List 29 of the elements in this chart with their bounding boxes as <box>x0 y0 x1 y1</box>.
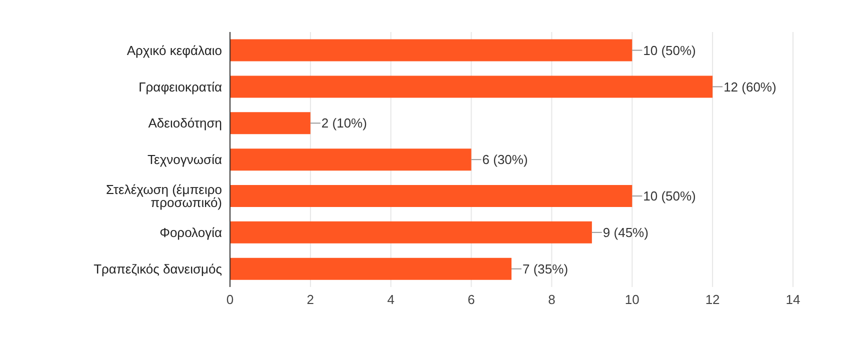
bar <box>230 112 310 134</box>
x-tick-label: 8 <box>548 292 556 308</box>
y-tick-label: Στελέχωση (έμπειρο προσωπικό) <box>106 182 222 210</box>
bar <box>230 185 632 207</box>
x-tick-label: 4 <box>387 292 394 308</box>
data-label: 10 (50%) <box>643 42 696 58</box>
x-tick-label: 12 <box>705 292 720 308</box>
y-tick-label: Αδειοδότηση <box>148 116 222 131</box>
bar <box>230 148 472 171</box>
y-tick-label: Τραπεζικός δανεισμός <box>94 261 222 276</box>
x-tick-label: 0 <box>226 292 234 308</box>
data-label: 6 (30%) <box>482 152 528 168</box>
data-label: 2 (10%) <box>321 116 367 131</box>
y-tick-label: Αρχικό κεφάλαιο <box>126 42 222 58</box>
x-tick-label: 2 <box>306 292 314 308</box>
data-label: 7 (35%) <box>522 261 568 276</box>
x-tick-label: 14 <box>786 292 800 308</box>
y-tick-label: Φορολογία <box>160 224 222 240</box>
data-label: 9 (45%) <box>602 224 648 240</box>
bar <box>230 221 592 244</box>
data-label: 12 (60%) <box>724 79 776 94</box>
x-tick-label: 6 <box>468 292 475 308</box>
y-tick-label: Γραφειοκρατία <box>138 79 222 94</box>
y-tick-label: Τεχνογνωσία <box>148 152 222 168</box>
bar <box>230 39 632 62</box>
bar <box>230 258 512 280</box>
data-label: 10 (50%) <box>643 188 696 204</box>
x-tick-label: 10 <box>624 292 640 308</box>
bar <box>230 76 713 98</box>
